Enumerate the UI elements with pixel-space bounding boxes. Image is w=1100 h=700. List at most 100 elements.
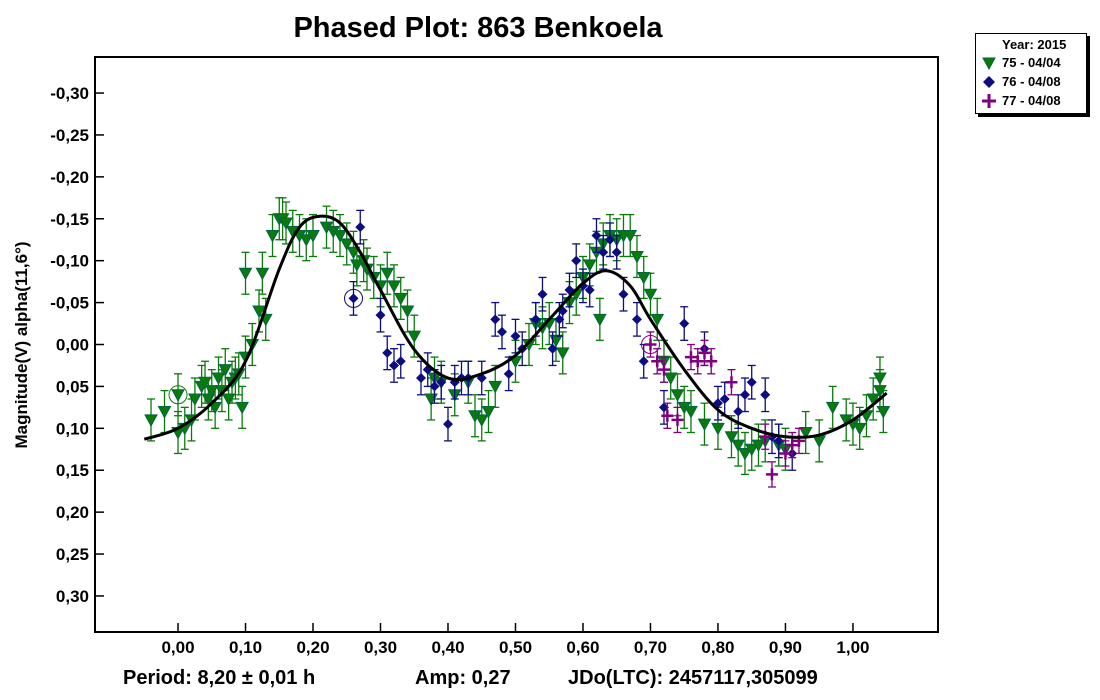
data-point — [598, 247, 609, 258]
data-point — [684, 406, 698, 419]
data-point — [481, 406, 496, 419]
diamond-icon — [983, 75, 995, 88]
data-point — [644, 338, 657, 351]
data-point — [380, 267, 395, 281]
legend-item-76: 76 - 04/08 — [982, 74, 1061, 89]
data-point — [773, 435, 784, 446]
data-point — [537, 289, 548, 300]
triangle-down-icon — [982, 57, 996, 70]
data-point — [400, 305, 415, 319]
fit-curve — [143, 214, 888, 441]
data-point — [171, 389, 185, 402]
data-point — [555, 347, 570, 360]
jd-text: JDo(LTC): 2457117,305099 — [568, 667, 818, 689]
data-point — [873, 385, 887, 398]
data-point — [786, 439, 799, 452]
amplitude-text: Amp: 0,27 — [415, 667, 511, 689]
x-tick-label: 0,10 — [229, 638, 262, 657]
data-point — [746, 377, 757, 388]
data-point — [698, 346, 711, 359]
y-tick-label: -0,15 — [50, 210, 89, 229]
data-point — [711, 422, 725, 436]
data-point — [382, 347, 393, 358]
circled-point — [168, 385, 188, 405]
legend-item-75: 75 - 04/04 — [982, 55, 1061, 70]
data-point — [577, 280, 588, 291]
data-point — [208, 401, 222, 415]
data-point — [211, 372, 226, 386]
plot-frame — [94, 56, 939, 633]
data-point — [490, 314, 501, 325]
circled-point — [640, 335, 660, 354]
data-point — [279, 217, 293, 231]
data-point — [415, 373, 426, 384]
data-point — [643, 288, 658, 302]
x-tick-label: 1,00 — [836, 638, 869, 657]
data-point — [584, 285, 595, 296]
circled-point — [344, 288, 364, 308]
data-point — [798, 427, 813, 440]
data-point — [739, 389, 750, 400]
series-2 — [640, 331, 805, 488]
data-point — [760, 389, 771, 400]
data-point — [663, 372, 678, 386]
legend-label: 77 - 04/08 — [1002, 93, 1061, 108]
data-point — [252, 305, 266, 319]
data-point — [306, 230, 320, 243]
data-point — [691, 355, 704, 368]
series-1 — [344, 209, 798, 471]
data-point — [731, 439, 746, 453]
data-point — [503, 368, 514, 379]
data-point — [554, 314, 565, 325]
data-point — [582, 259, 597, 272]
y-tick-label: -0,05 — [50, 294, 89, 313]
data-point — [157, 406, 172, 419]
data-point — [393, 292, 408, 306]
data-point — [733, 406, 744, 417]
data-point — [719, 393, 730, 404]
data-point — [350, 259, 364, 272]
y-tick-label: 0,20 — [56, 503, 89, 522]
x-tick-label: 0,50 — [499, 638, 532, 657]
legend: Year: 2015 75 - 04/04 76 - 04/08 77 - 04… — [975, 33, 1087, 114]
y-tick-label: 0,10 — [56, 419, 89, 438]
data-point — [355, 222, 366, 233]
y-tick-label: 0,05 — [56, 377, 89, 396]
data-point — [571, 255, 582, 266]
data-point — [188, 393, 202, 407]
data-point — [636, 271, 651, 285]
legend-label: 76 - 04/08 — [1002, 74, 1061, 89]
data-point — [436, 377, 447, 388]
y-tick-label: 0,25 — [56, 545, 89, 564]
data-point — [387, 280, 401, 293]
data-point — [348, 293, 359, 304]
data-point — [375, 310, 386, 321]
data-point — [407, 330, 422, 344]
legend-item-77: 77 - 04/08 — [982, 93, 1061, 108]
y-tick-label: -0,30 — [50, 84, 89, 103]
data-point — [825, 401, 840, 415]
x-tick-label: 0,30 — [364, 638, 397, 657]
data-point — [591, 230, 602, 241]
plus-icon — [982, 93, 996, 108]
x-tick-label: 0,70 — [634, 638, 667, 657]
data-point — [299, 234, 314, 247]
data-point — [611, 247, 622, 258]
data-point — [395, 356, 406, 367]
data-point — [744, 443, 759, 457]
chart-title: Phased Plot: 863 Benkoela — [293, 12, 663, 44]
data-point — [530, 314, 541, 325]
data-point — [235, 401, 249, 415]
x-tick-label: 0,00 — [161, 638, 194, 657]
data-point — [604, 234, 615, 245]
x-tick-label: 0,60 — [566, 638, 599, 657]
data-point — [265, 230, 280, 243]
x-tick-label: 0,80 — [701, 638, 734, 657]
data-point — [724, 431, 739, 444]
y-tick-label: 0,30 — [56, 587, 89, 606]
data-point — [593, 313, 607, 327]
data-point — [812, 435, 827, 448]
data-point — [488, 380, 503, 394]
data-point — [697, 418, 712, 432]
